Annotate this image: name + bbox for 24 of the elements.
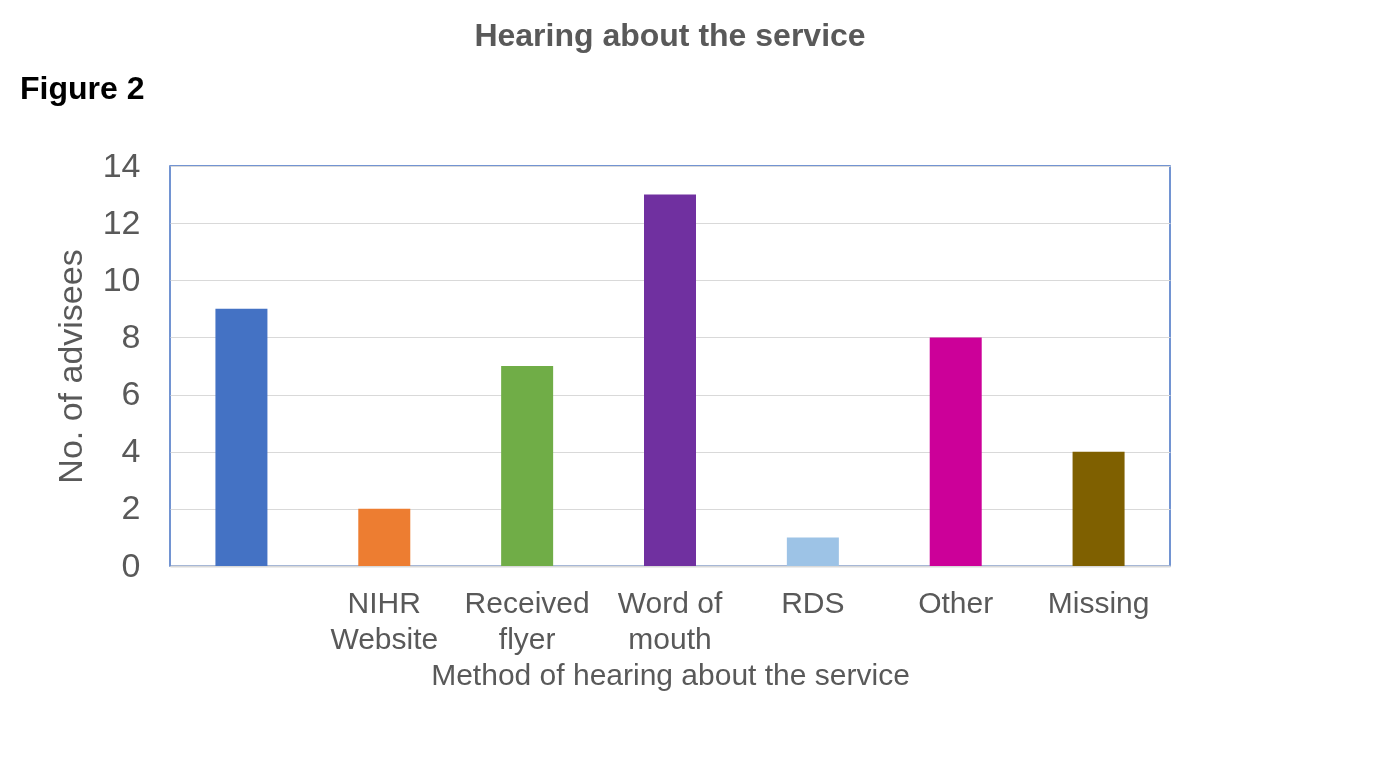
- y-tick-label: 6: [121, 374, 141, 413]
- x-tick-label: Missing: [1047, 585, 1150, 619]
- y-tick-label: 8: [121, 316, 141, 355]
- x-tick-label: Word of mouth: [617, 585, 723, 655]
- y-axis-title: No. of advisees: [50, 249, 89, 484]
- y-tick-label: 0: [121, 545, 141, 584]
- x-tick-label: RDS: [781, 585, 845, 619]
- x-tick-label: NIHR Website: [330, 585, 439, 655]
- y-tick-label: 12: [102, 202, 141, 241]
- bar: [786, 537, 839, 566]
- y-tick-label: 4: [121, 431, 141, 470]
- caption: Figure 2: [20, 70, 145, 106]
- x-tick-label: Received flyer: [464, 585, 590, 655]
- bar: [358, 508, 411, 566]
- y-tick-label: 2: [121, 488, 141, 527]
- x-axis-title: Method of hearing about the service: [431, 657, 910, 691]
- x-tick-label: Other: [918, 585, 994, 619]
- chart-title: Hearing about the service: [474, 17, 866, 53]
- y-tick-label: 10: [102, 259, 141, 298]
- bar: [1072, 451, 1125, 566]
- bar: [644, 194, 696, 566]
- y-tick-label: 14: [102, 145, 141, 184]
- bar: [501, 366, 554, 566]
- bar: [929, 337, 982, 566]
